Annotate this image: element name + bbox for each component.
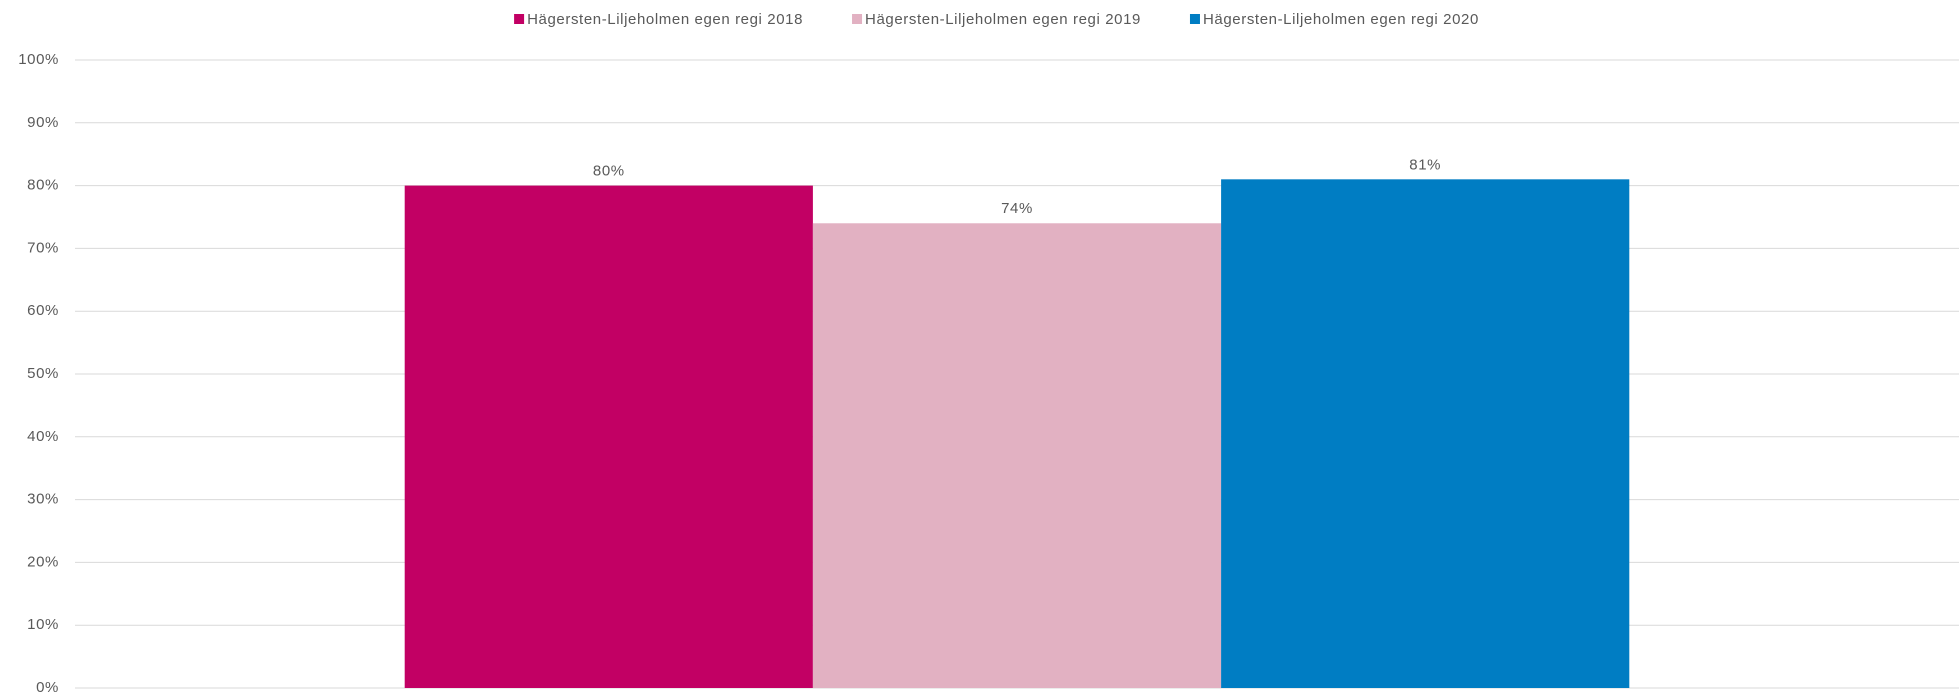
legend-swatch bbox=[1189, 14, 1200, 24]
data-label: 74% bbox=[1001, 200, 1033, 217]
y-tick-label: 60% bbox=[27, 302, 59, 319]
data-label: 81% bbox=[1409, 156, 1441, 173]
y-tick-label: 10% bbox=[27, 616, 59, 633]
bar bbox=[404, 185, 813, 688]
legend-swatch bbox=[514, 14, 525, 24]
y-tick-label: 50% bbox=[27, 365, 59, 382]
legend-label: Hägersten-Liljeholmen egen regi 2019 bbox=[865, 11, 1141, 28]
bar bbox=[1221, 179, 1630, 688]
y-tick-label: 0% bbox=[36, 679, 59, 695]
legend-label: Hägersten-Liljeholmen egen regi 2018 bbox=[527, 11, 803, 28]
y-tick-label: 40% bbox=[27, 428, 59, 445]
legend-swatch bbox=[852, 14, 863, 24]
y-tick-label: 100% bbox=[18, 51, 59, 68]
y-tick-label: 20% bbox=[27, 553, 59, 570]
data-label: 80% bbox=[593, 163, 625, 180]
y-tick-label: 80% bbox=[27, 177, 59, 194]
legend-label: Hägersten-Liljeholmen egen regi 2020 bbox=[1203, 11, 1479, 28]
y-tick-label: 90% bbox=[27, 114, 59, 131]
y-tick-label: 30% bbox=[27, 491, 59, 508]
y-tick-label: 70% bbox=[27, 239, 59, 256]
bar bbox=[812, 223, 1222, 688]
